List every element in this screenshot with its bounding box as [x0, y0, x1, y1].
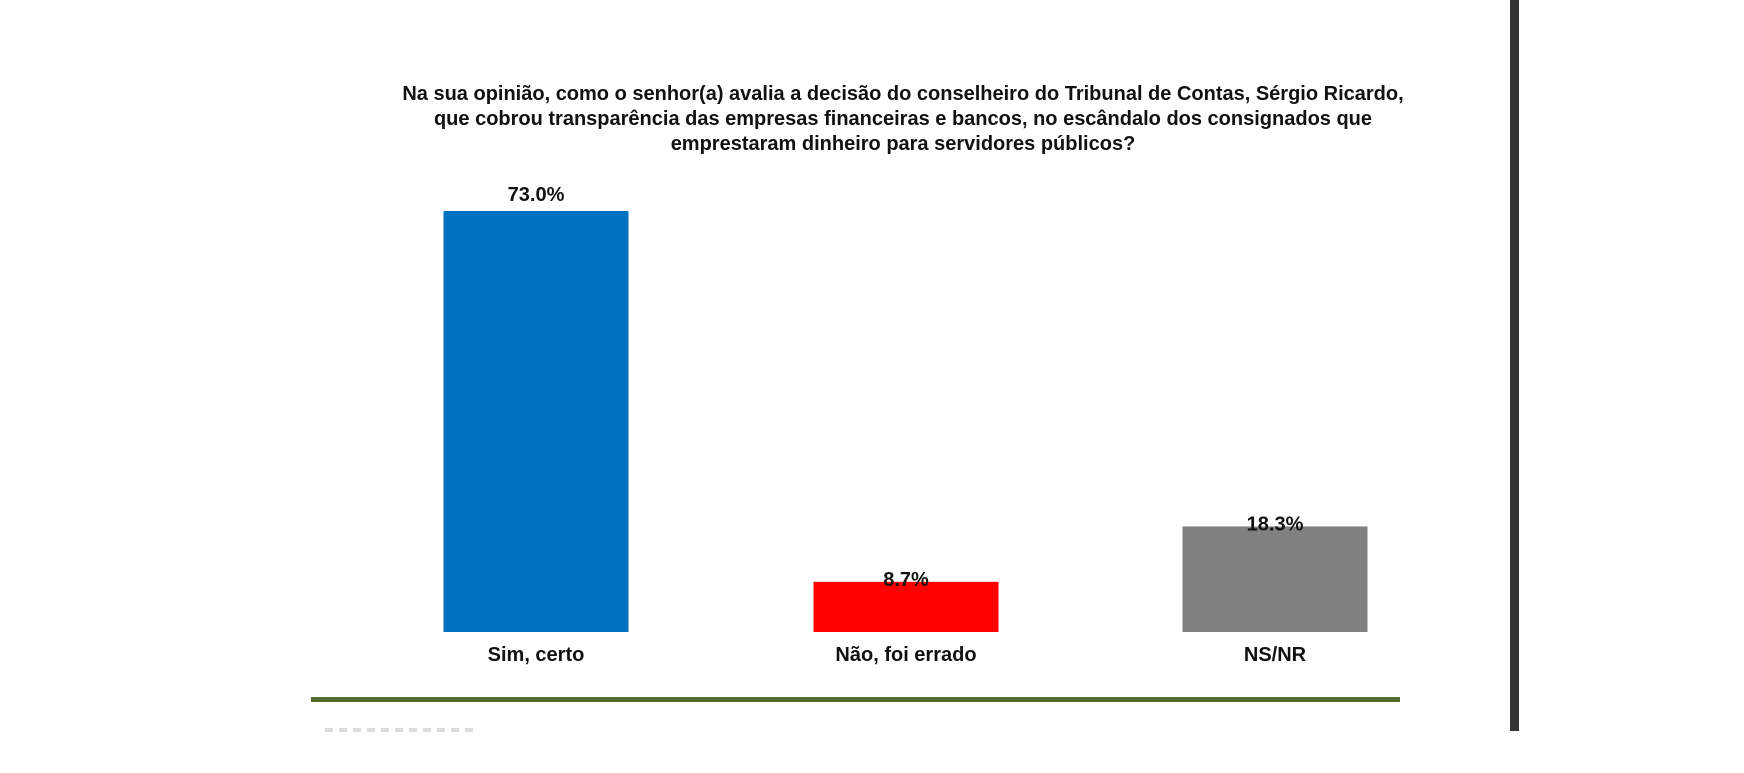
bars: [443, 211, 1368, 632]
bottom-divider-line: [311, 697, 1400, 702]
data-label: 18.3%: [1247, 513, 1304, 535]
bar: [813, 581, 999, 632]
category-label: Não, foi errado: [835, 644, 976, 666]
bar: [1182, 526, 1368, 632]
category-label: Sim, certo: [488, 644, 585, 666]
bar: [443, 211, 629, 632]
chart-title: Na sua opinião, como o senhor(a) avalia …: [402, 83, 1403, 155]
data-label: 8.7%: [883, 569, 929, 591]
category-label: NS/NR: [1244, 644, 1307, 666]
data-labels: 73.0% 8.7% 18.3%: [508, 184, 1304, 591]
data-label: 73.0%: [508, 184, 565, 206]
faded-footer-text: [325, 728, 475, 732]
right-edge-bar: [1510, 0, 1519, 731]
category-labels: Sim, certo Não, foi errado NS/NR: [488, 644, 1307, 666]
chart-title-line: Na sua opinião, como o senhor(a) avalia …: [402, 83, 1403, 105]
chart-title-line: que cobrou transparência das empresas fi…: [434, 108, 1372, 130]
chart-title-line: emprestaram dinheiro para servidores púb…: [671, 133, 1136, 155]
